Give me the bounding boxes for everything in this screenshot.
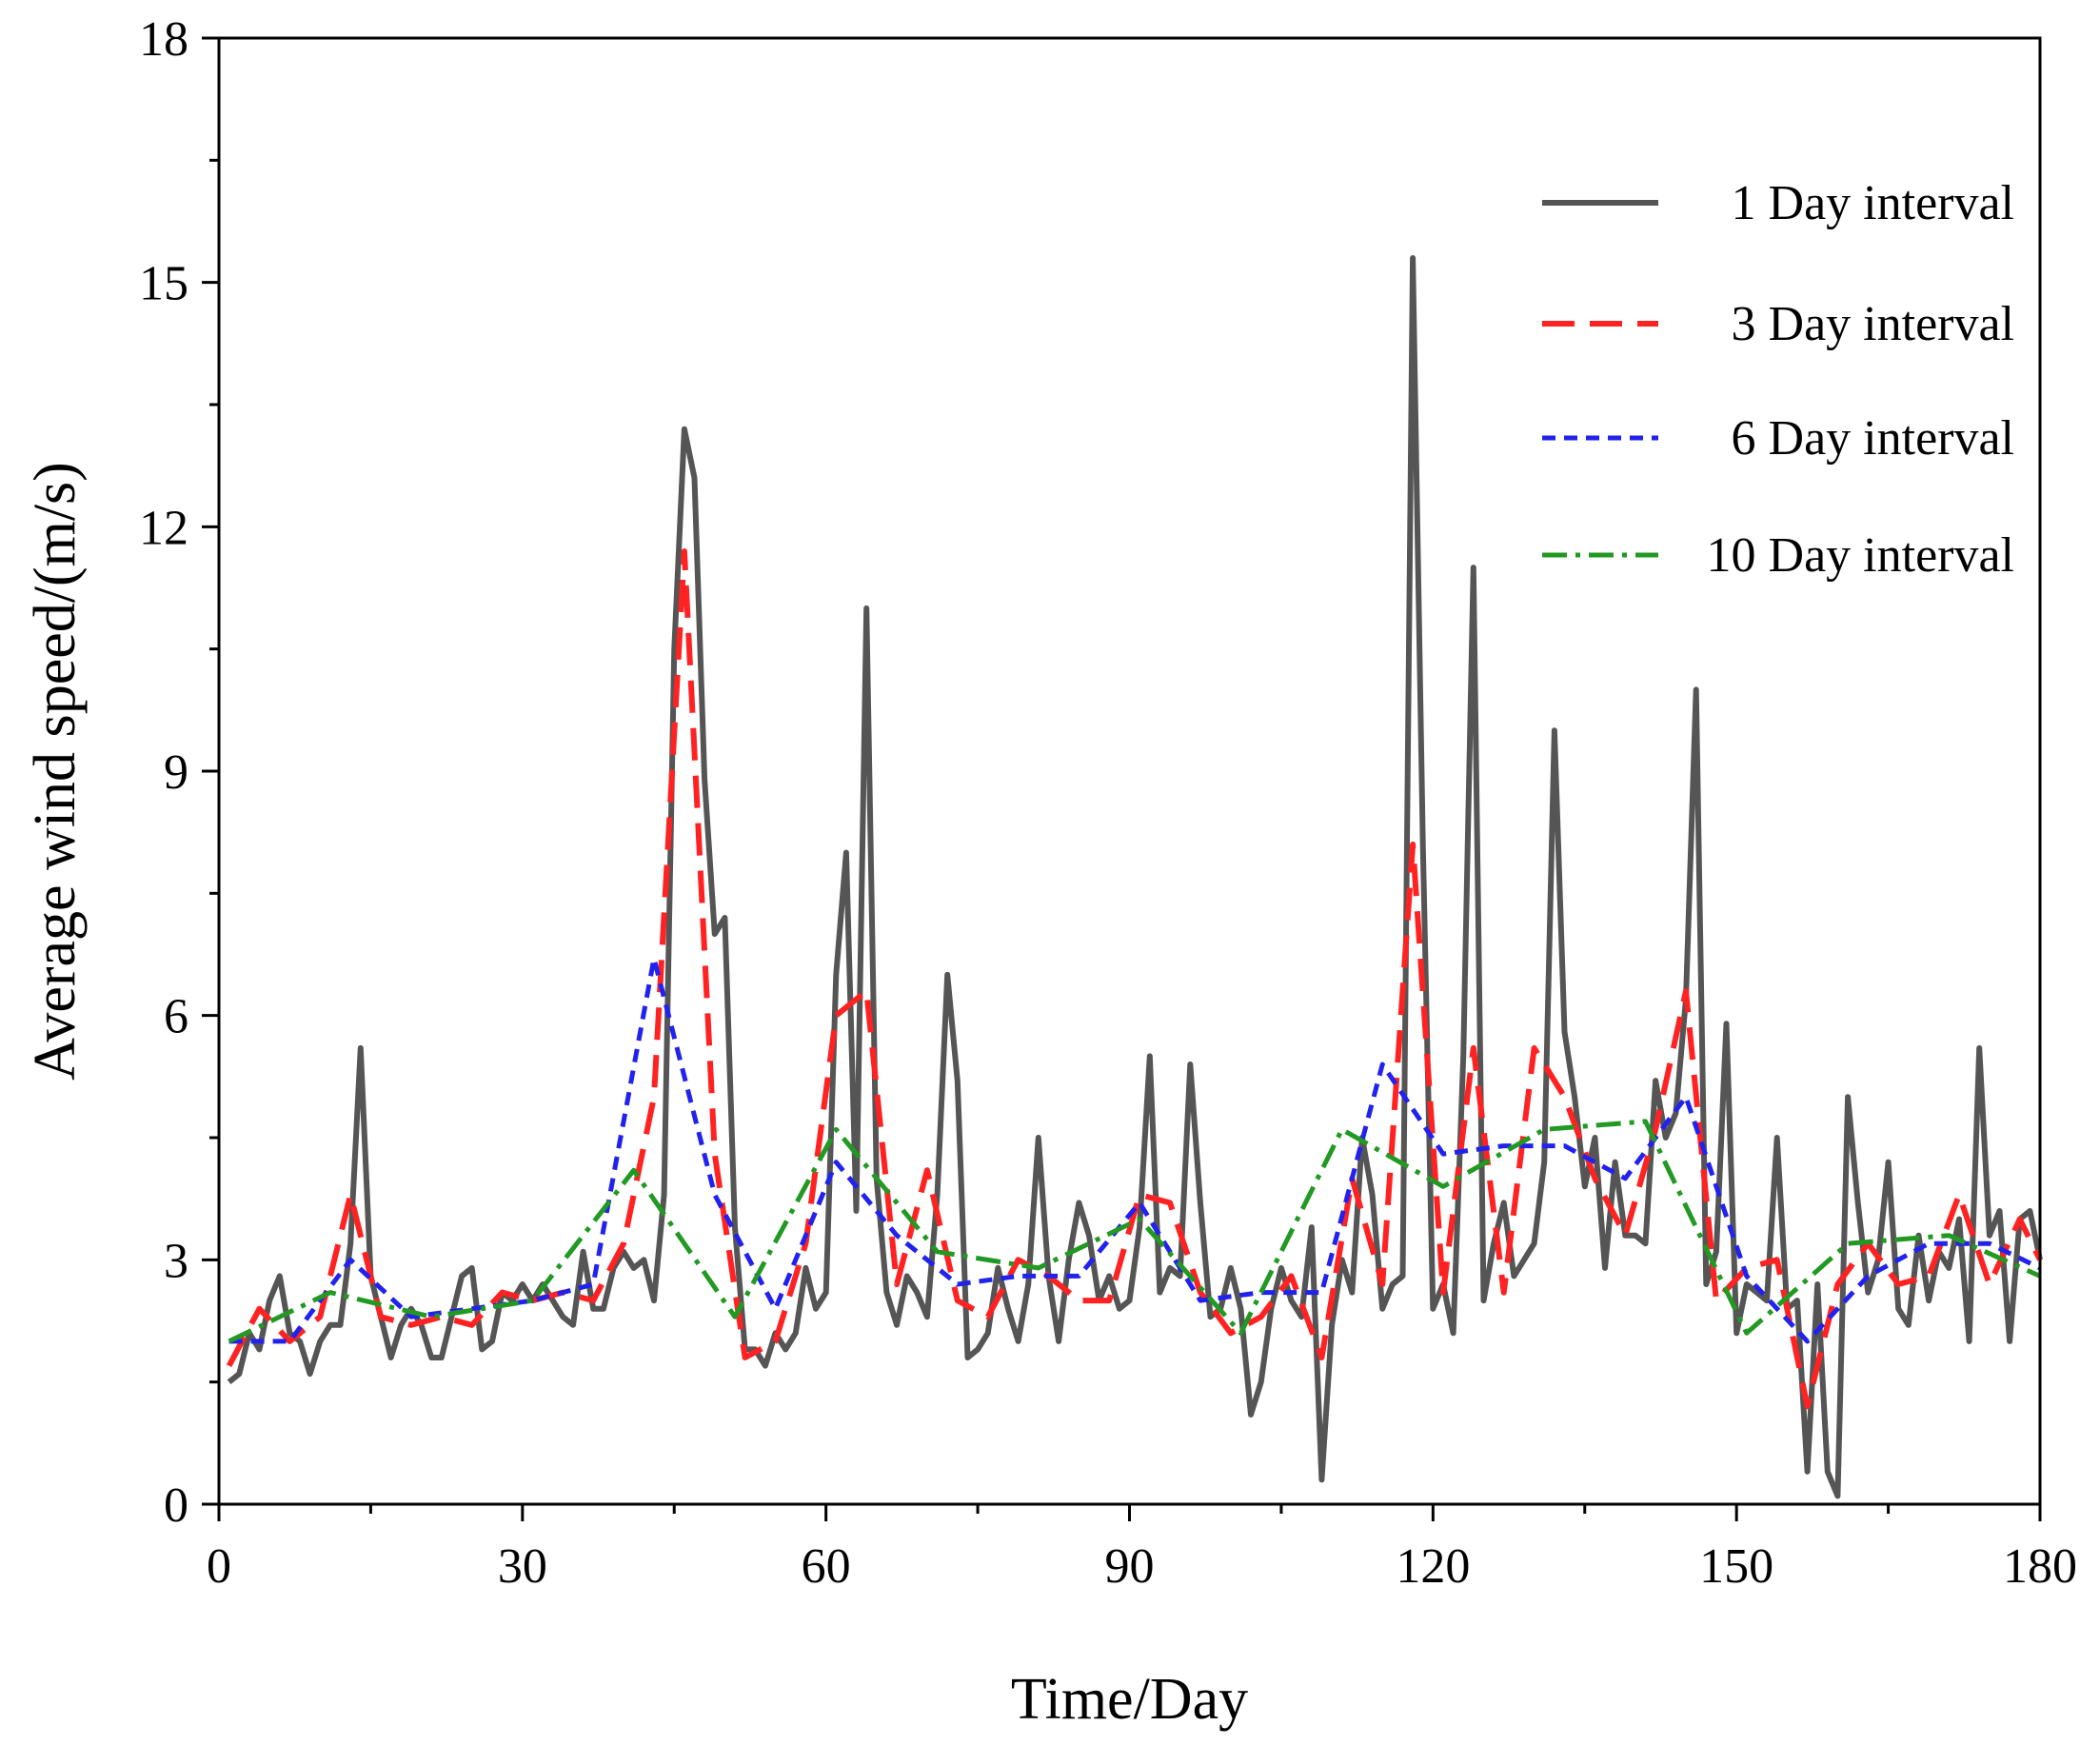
y-tick-label: 12 [139,501,188,555]
x-tick-label: 150 [1699,1539,1773,1594]
y-tick-label: 0 [164,1478,188,1533]
legend-label-4: 10 Day interval [1707,528,2014,583]
y-axis-title: Average wind speed/(m/s) [23,462,88,1081]
x-tick-label: 180 [2003,1539,2077,1594]
axes: 0 30 60 90 120 150 180 0 3 6 9 12 15 18 [139,12,2077,1594]
x-tick-label: 0 [207,1539,231,1594]
y-tick-label: 15 [139,257,188,311]
series-line-1 [227,255,2043,1499]
legend-label-2: 3 Day interval [1732,297,2014,351]
plot-series [226,255,2043,1499]
series-line-3 [228,956,2042,1344]
x-tick-label: 120 [1396,1539,1470,1594]
legend-label-3: 6 Day interval [1732,411,2014,466]
legend: 1 Day interval 3 Day interval 6 Day interv… [1542,176,2014,583]
y-tick-label: 6 [164,990,188,1044]
legend-label-1: 1 Day interval [1732,176,2014,230]
y-tick-label: 18 [139,12,188,67]
x-tick-label: 30 [498,1539,547,1594]
x-tick-label: 60 [802,1539,851,1594]
x-axis-title: Time/Day [1011,1667,1248,1732]
y-tick-label: 3 [164,1234,188,1288]
x-tick-label: 90 [1105,1539,1155,1594]
series-line-4 [228,1119,2042,1344]
y-tick-label: 9 [164,745,188,800]
